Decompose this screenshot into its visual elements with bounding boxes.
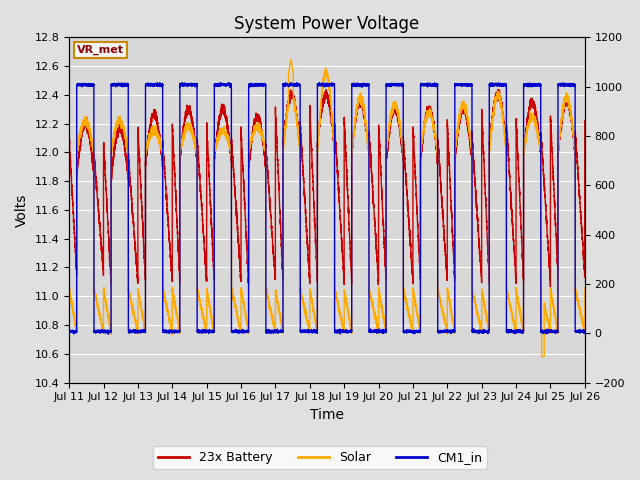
Y-axis label: Volts: Volts — [15, 193, 29, 227]
X-axis label: Time: Time — [310, 408, 344, 422]
Legend: 23x Battery, Solar, CM1_in: 23x Battery, Solar, CM1_in — [153, 446, 487, 469]
Text: VR_met: VR_met — [77, 45, 124, 55]
Title: System Power Voltage: System Power Voltage — [234, 15, 420, 33]
